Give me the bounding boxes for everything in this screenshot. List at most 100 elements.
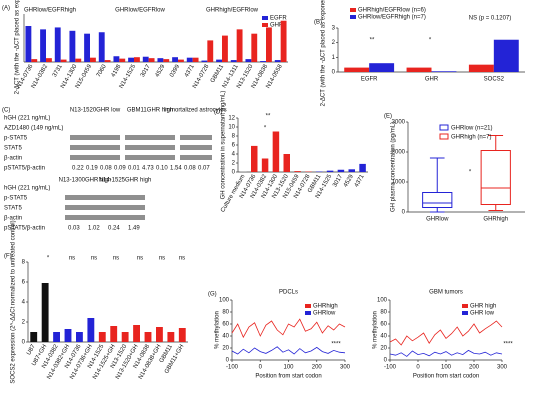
annotation: ns	[137, 256, 143, 262]
y-tick-label: 0	[226, 358, 230, 364]
y-tick-label: 4	[22, 300, 26, 306]
x-axis-title: Position from start codon	[255, 374, 321, 380]
bar	[294, 171, 301, 172]
x-tick-label: GHR	[425, 77, 439, 83]
bar	[167, 332, 175, 342]
chart-title: PDCLs	[279, 290, 298, 296]
bar	[260, 61, 266, 62]
bar	[431, 71, 457, 72]
legend-swatch	[462, 311, 468, 315]
x-tick-label: 300	[497, 365, 508, 371]
legend-swatch	[439, 133, 449, 140]
bar	[261, 158, 269, 172]
legend-label: GHRhigh/EGFRlow (n=6)	[358, 8, 426, 14]
legend-label: GHR high	[470, 304, 496, 310]
line	[389, 349, 503, 357]
bar	[60, 59, 67, 62]
blot-ratio: 0.08	[100, 166, 112, 172]
blot-ratio: 0.03	[68, 226, 80, 232]
x-tick-label: EGFR	[361, 77, 378, 83]
bar	[222, 35, 228, 62]
legend-label: GHRlow/EGFRhigh (n=7)	[358, 15, 426, 21]
blot-ratio: 0.08	[184, 166, 196, 172]
bar	[207, 40, 214, 62]
annotation: ****	[503, 342, 513, 348]
blot-row-label: pSTAT5/β-actin	[4, 166, 45, 172]
legend-label: GHRlow (n=21)	[451, 126, 493, 132]
bar	[113, 56, 120, 62]
bar	[40, 29, 46, 62]
y-tick-label: 0	[232, 170, 236, 176]
blot-band	[125, 155, 175, 160]
bar	[344, 67, 370, 72]
bar	[41, 283, 49, 342]
bar	[163, 59, 170, 62]
line	[389, 320, 503, 346]
blot-row-label: pSTAT5/β-actin	[4, 226, 45, 232]
annotation: *	[47, 256, 50, 262]
blot-row-label: β-actin	[4, 216, 22, 222]
blot-ratio: 4.73	[142, 166, 154, 172]
blot-row-label: AZD1480 (149 ng/mL)	[4, 126, 63, 132]
bar	[128, 57, 134, 62]
bar	[274, 60, 281, 62]
x-tick-label: 0	[259, 365, 263, 371]
bar	[64, 329, 72, 342]
bar	[46, 58, 52, 62]
blot-header: Immortalized astrocytes	[163, 108, 226, 114]
y-tick-label: 10	[228, 125, 235, 131]
y-tick-label: 100	[219, 298, 230, 304]
y-tick-label: 2	[22, 320, 26, 326]
y-tick-label: 60	[222, 322, 229, 328]
bar	[69, 30, 76, 62]
y-tick-label: 80	[380, 310, 387, 316]
blot-header: N13-1300GHR high	[59, 178, 112, 184]
y-axis-title: GH concentration in supernatant (ng/mL)	[221, 91, 227, 200]
x-tick-label: 200	[469, 365, 480, 371]
bar	[201, 60, 208, 62]
bar	[87, 318, 95, 342]
bar	[251, 33, 258, 62]
legend-swatch	[305, 311, 311, 315]
bar	[283, 154, 290, 172]
annotation: *	[429, 38, 432, 44]
blot-band	[125, 145, 175, 150]
bar	[359, 163, 366, 172]
bar	[348, 169, 355, 172]
x-tick-label: 100	[441, 365, 452, 371]
annotation: NS (p = 0.1207)	[469, 16, 512, 22]
x-tick-label: GHRhigh	[483, 217, 508, 223]
bar	[110, 326, 118, 342]
x-tick-label: 0	[416, 365, 420, 371]
y-tick-label: 1	[332, 55, 336, 61]
annotation: *	[264, 126, 267, 132]
legend-swatch	[462, 304, 468, 308]
legend-swatch	[350, 8, 356, 12]
y-tick-label: 8	[232, 134, 236, 140]
panel-label: (G)	[208, 292, 217, 298]
bar	[104, 60, 111, 62]
legend-swatch	[350, 15, 356, 19]
blot-ratio: 0.01	[128, 166, 140, 172]
blot-ratio: 1.49	[128, 226, 140, 232]
y-axis-title: % methylation	[373, 311, 379, 349]
legend-label: GHR	[270, 23, 284, 29]
chart-title: GBM tumors	[429, 290, 463, 296]
blot-ratio: 1.54	[170, 166, 182, 172]
blot-row-label: STAT5	[4, 146, 22, 152]
y-tick-label: 100	[377, 298, 388, 304]
blot-row-label: p-STAT5	[4, 196, 28, 202]
blot-band	[65, 215, 145, 220]
legend-label: GHRhigh (n=7)	[451, 135, 492, 141]
blot-band	[180, 155, 212, 160]
box	[480, 150, 511, 205]
panel-label: (F)	[4, 254, 12, 260]
legend-label: EGFR	[270, 16, 287, 22]
bar	[406, 67, 432, 72]
blot-band	[65, 195, 145, 200]
y-tick-label: 2	[332, 40, 336, 46]
blot-ratio: 1.02	[88, 226, 100, 232]
legend-label: GHRlow	[313, 311, 336, 317]
y-tick-label: 0	[22, 340, 26, 346]
y-tick-label: 6	[22, 280, 26, 286]
